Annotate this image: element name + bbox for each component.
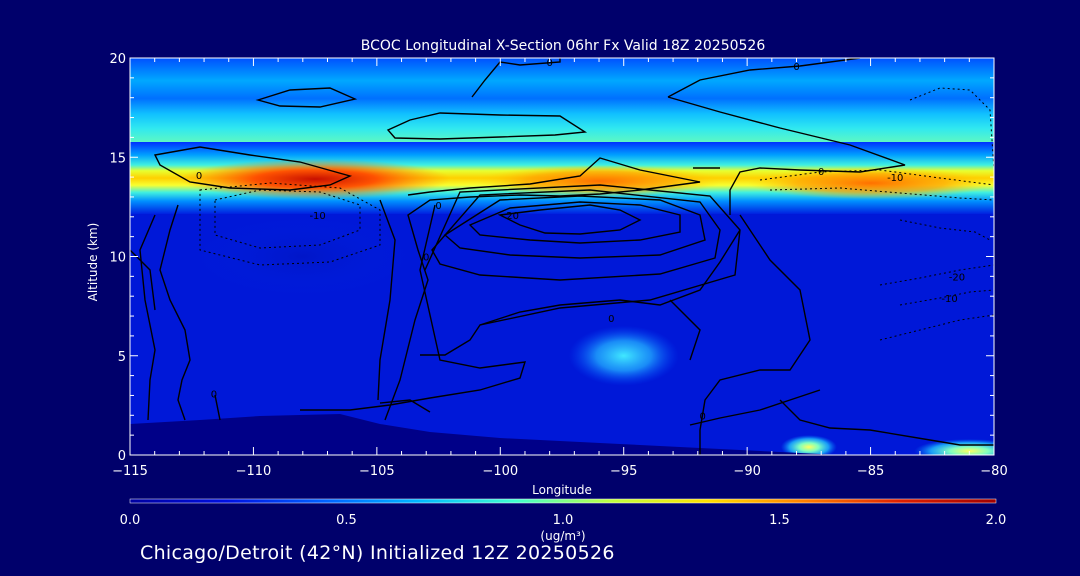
x-tick-label: −115 — [112, 464, 148, 479]
contour-label: -20 — [949, 272, 965, 283]
field-feature — [780, 435, 837, 455]
colorbar-ticks: 0.0 0.5 1.0 1.5 2.0 — [120, 513, 1007, 528]
contour-label: 0 — [211, 389, 217, 400]
colorbar-units: (ug/m³) — [540, 529, 585, 543]
x-tick-label: −85 — [857, 464, 884, 479]
plot-area: 0 0 0 0 -10 0 -10 20 0 -20 -10 0 0 0 — [130, 58, 994, 455]
colorbar-tick-label: 2.0 — [986, 513, 1007, 528]
upper-layer — [130, 58, 994, 148]
y-tick-label: 20 — [109, 52, 126, 67]
y-tick-label: 10 — [109, 251, 126, 266]
field-feature — [914, 439, 994, 455]
x-tick-label: −105 — [359, 464, 395, 479]
x-tick-label: −110 — [236, 464, 272, 479]
colorbar-tick-label: 1.5 — [769, 513, 790, 528]
contour-labels: 0 0 0 0 -10 0 -10 20 0 -20 -10 0 0 0 — [196, 58, 965, 422]
low-concentration-pool — [192, 216, 413, 297]
colorbar-tick-label: 1.0 — [553, 513, 574, 528]
x-tick-label: −100 — [482, 464, 518, 479]
contour-label: -10 — [941, 294, 957, 305]
contour-label: -10 — [887, 173, 903, 184]
y-tick-label: 0 — [118, 449, 126, 464]
y-axis: 0 5 10 15 20 — [109, 52, 994, 464]
colorbar: 0.0 0.5 1.0 1.5 2.0 (ug/m³) — [120, 498, 1007, 543]
colorbar-tick-label: 0.5 — [336, 513, 357, 528]
x-tick-label: −80 — [980, 464, 1007, 479]
contours — [130, 58, 994, 455]
field-feature — [179, 159, 451, 200]
contour-label: 0 — [196, 171, 202, 182]
x-axis: −115 −110 −105 −100 −95 −90 −85 −80 — [112, 58, 1008, 479]
contour-label: 0 — [435, 201, 441, 212]
chart-title: BCOC Longitudinal X-Section 06hr Fx Vali… — [361, 38, 766, 54]
contour-label: 0 — [423, 253, 429, 264]
contour-label: -10 — [309, 211, 325, 222]
x-axis-label: Longitude — [532, 483, 592, 497]
y-axis-label: Altitude (km) — [86, 223, 100, 302]
footer-caption: Chicago/Detroit (42°N) Initialized 12Z 2… — [140, 542, 615, 564]
contour-label: 0 — [700, 411, 706, 422]
x-tick-label: −90 — [733, 464, 760, 479]
contour-label: 0 — [818, 167, 824, 178]
field-feature — [568, 325, 679, 386]
colorbar-tick-label: 0.0 — [120, 513, 141, 528]
field-feature — [475, 165, 723, 198]
y-tick-label: 5 — [118, 350, 126, 365]
negative-contours — [199, 87, 994, 341]
contour-label: 0 — [546, 58, 552, 69]
contour-label: 20 — [506, 211, 519, 222]
contour-label: 0 — [608, 314, 614, 325]
x-tick-label: −95 — [610, 464, 637, 479]
y-tick-label: 15 — [109, 151, 126, 166]
terrain — [130, 414, 994, 455]
colorbar-gradient — [129, 498, 997, 504]
contour-label: 0 — [793, 62, 799, 73]
field-feature — [747, 167, 994, 200]
